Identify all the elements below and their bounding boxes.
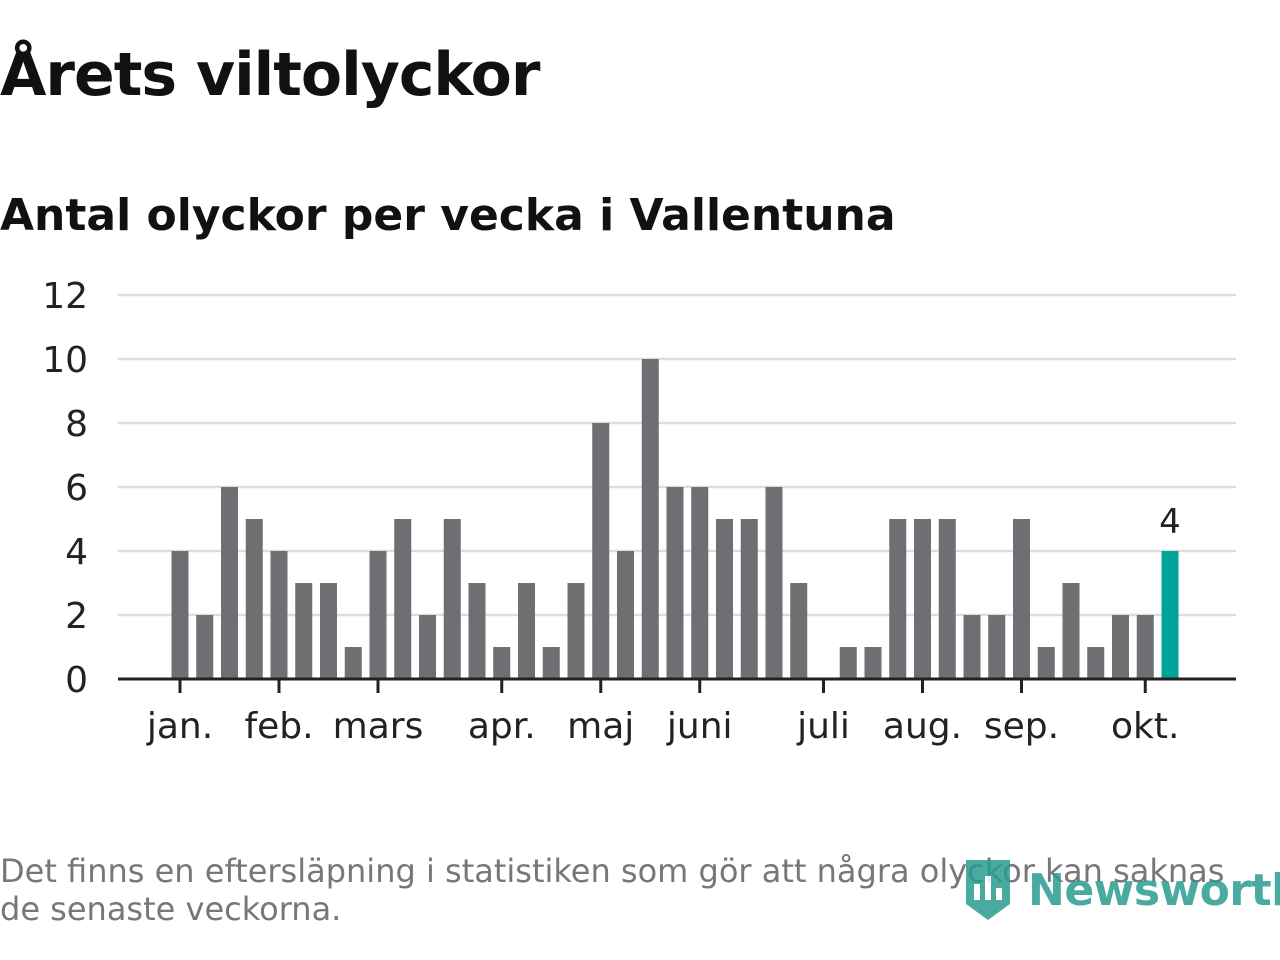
bar-chart: 0 2 4 6 8 10 12 4 jan. feb. mars apr. maj juni juli aug… [42, 276, 1236, 747]
bar [666, 487, 684, 679]
bar [765, 487, 783, 679]
bar [369, 551, 387, 679]
bar [1062, 583, 1080, 679]
bar [493, 647, 511, 679]
bar [542, 647, 560, 679]
bar [344, 647, 362, 679]
bar [617, 551, 634, 679]
bar [716, 519, 733, 679]
bar [1087, 647, 1105, 679]
bar [889, 519, 907, 679]
bar [938, 519, 956, 679]
y-tick-label: 4 [65, 532, 88, 573]
y-tick-label: 10 [42, 340, 88, 381]
bar [171, 551, 189, 679]
bar [270, 551, 288, 679]
x-tick-label: juni [666, 706, 733, 747]
bar [443, 519, 461, 679]
bar [196, 615, 214, 679]
bar [419, 615, 436, 679]
x-tick-label: sep. [984, 706, 1059, 747]
y-tick-label: 12 [42, 276, 88, 317]
bar [245, 519, 263, 679]
chart-title: Årets viltolyckor [0, 40, 540, 110]
bar [963, 615, 981, 679]
y-tick-label: 6 [65, 468, 88, 509]
x-tick-label: mars [333, 706, 424, 747]
x-tick-label: juli [796, 706, 850, 747]
bar [518, 583, 535, 679]
bar [221, 487, 238, 679]
chart-subtitle: Antal olyckor per vecka i Vallentuna [0, 190, 896, 241]
bar [567, 583, 585, 679]
bar [790, 583, 808, 679]
brand-logo: Newsworthy [962, 858, 1280, 922]
y-tick-label: 8 [65, 404, 88, 445]
bar [468, 583, 486, 679]
bar [592, 423, 610, 679]
bar [295, 583, 313, 679]
brand-name: Newsworthy [1028, 864, 1280, 916]
bar [1037, 647, 1055, 679]
bar [691, 487, 709, 679]
bar [864, 647, 882, 679]
bar [320, 583, 337, 679]
bar [1013, 519, 1030, 679]
bar-highlight [1161, 551, 1179, 679]
x-tick-label: aug. [883, 706, 962, 747]
bar [394, 519, 412, 679]
bar [641, 359, 659, 679]
x-tick-label: maj [567, 706, 634, 747]
bar [740, 519, 758, 679]
footnote: Det finns en eftersläpning i statistiken… [0, 852, 1225, 928]
bar [988, 615, 1006, 679]
x-tick-label: apr. [468, 706, 536, 747]
bar [1112, 615, 1129, 679]
bar [839, 647, 857, 679]
bar [1136, 615, 1154, 679]
bar [914, 519, 931, 679]
x-tick-label: jan. [146, 706, 213, 747]
y-tick-label: 2 [65, 596, 88, 637]
data-label: 4 [1159, 502, 1181, 542]
x-tick-label: feb. [244, 706, 313, 747]
newsworthy-logo-icon [966, 860, 1010, 920]
x-tick-label: okt. [1111, 706, 1179, 747]
y-tick-label: 0 [65, 660, 88, 701]
